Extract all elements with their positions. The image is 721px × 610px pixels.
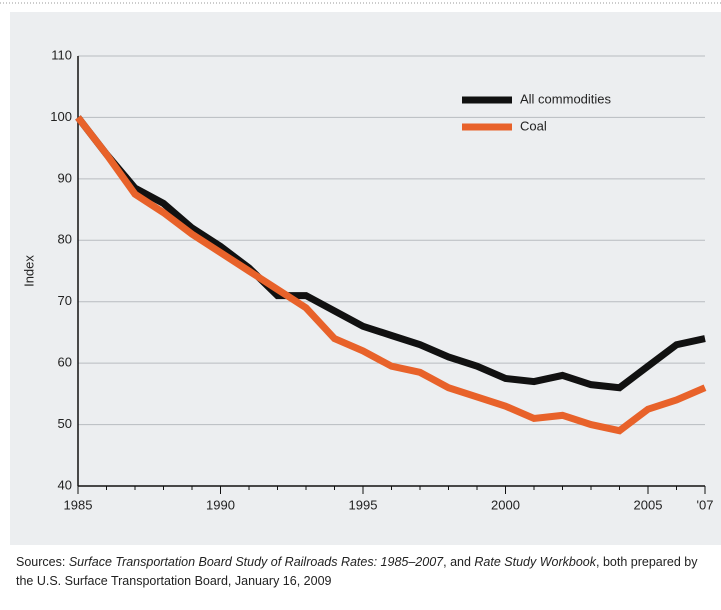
y-tick-label: 60 <box>58 355 72 370</box>
series-line <box>75 115 707 435</box>
series-line <box>75 115 706 392</box>
y-tick-label: 70 <box>58 293 72 308</box>
x-tick-label: '07 <box>697 497 714 512</box>
x-tick-label: 1995 <box>349 497 378 512</box>
y-tick-label: 80 <box>58 232 72 247</box>
y-tick-label: 110 <box>51 47 72 62</box>
x-tick-label: 2000 <box>491 497 520 512</box>
y-tick-label: 40 <box>58 477 72 492</box>
x-tick-label: 1990 <box>206 497 235 512</box>
source-text: Sources: <box>16 555 69 569</box>
plot-background <box>10 12 721 545</box>
x-tick-label: 2005 <box>634 497 663 512</box>
legend-label: All commodities <box>520 91 612 106</box>
source-text: , both prepared by the U.S. Surface Tran… <box>16 555 698 588</box>
x-tick-label: 1985 <box>64 497 93 512</box>
y-tick-label: 100 <box>50 109 72 124</box>
y-tick-label: 90 <box>58 170 72 185</box>
legend-label: Coal <box>520 118 547 133</box>
source-text: Surface Transportation Board Study of Ra… <box>68 555 444 569</box>
chart: Index 40 50 60 70 80 90 100 110 1985 1990 1995 2000… <box>0 2 721 545</box>
source-text: , and <box>443 555 475 569</box>
source-text: Rate Study Workbook <box>474 555 596 569</box>
y-tick-label: 50 <box>58 416 72 431</box>
source-note: Sources: Surface Transportation Board St… <box>16 553 716 591</box>
y-axis-label: Index <box>21 255 36 287</box>
